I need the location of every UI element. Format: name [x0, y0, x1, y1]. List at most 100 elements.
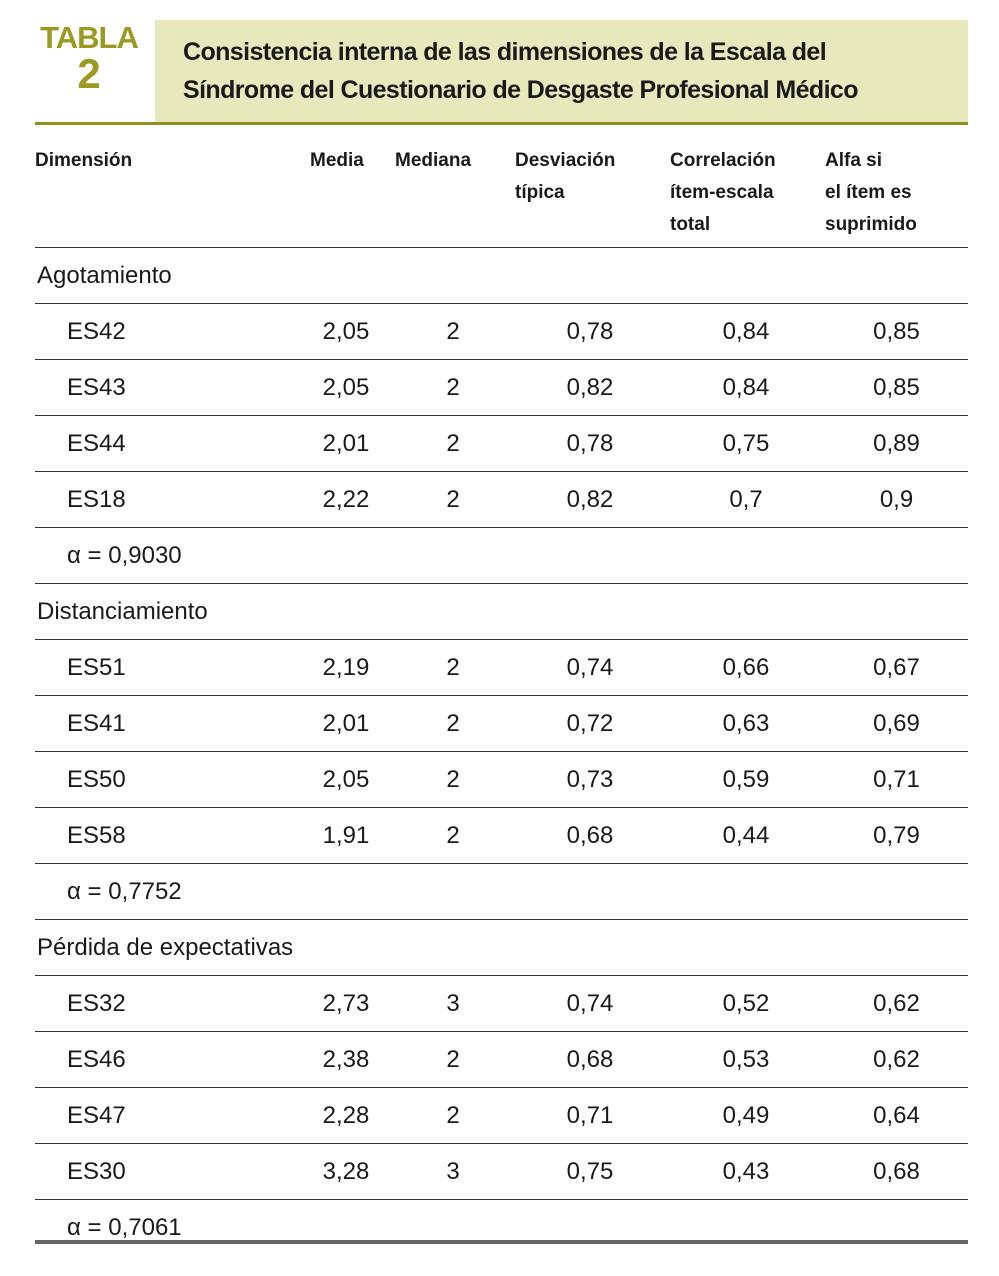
table-tag: TABLA 2 — [36, 22, 142, 95]
cell-value: 2,05 — [322, 765, 370, 793]
cell-value: 0,43 — [722, 1157, 770, 1185]
cell-value: 0,75 — [722, 429, 770, 457]
group-name: Distanciamiento — [37, 597, 208, 625]
tag-label: TABLA — [40, 20, 139, 55]
column-header: Desviación típica — [515, 125, 665, 209]
cell-value: 0,66 — [722, 653, 770, 681]
cell-value: 0,74 — [566, 989, 614, 1017]
cell-value: 2,05 — [322, 373, 370, 401]
title-line: Síndrome del Cuestionario de Desgaste Pr… — [183, 76, 859, 104]
data-row: ES41 2,01 2 0,72 0,63 0,69 — [35, 696, 968, 752]
cell-value: 2 — [446, 765, 460, 793]
cell-value: 2 — [446, 373, 460, 401]
cell-value: 0,71 — [873, 765, 920, 793]
data-row: ES58 1,91 2 0,68 0,44 0,79 — [35, 808, 968, 864]
cell-value: 3 — [446, 1157, 460, 1185]
column-header-line: Media — [310, 150, 364, 171]
data-row: ES47 2,28 2 0,71 0,49 0,64 — [35, 1088, 968, 1144]
cell-value: 2,38 — [322, 1045, 370, 1073]
column-header-line: total — [670, 214, 711, 235]
cell-value: 0,68 — [873, 1157, 920, 1185]
cell-value: 0,69 — [873, 709, 920, 737]
cell-value: 2 — [446, 653, 460, 681]
bottom-rule — [35, 1240, 968, 1244]
title-box: Consistencia interna de las dimensiones … — [155, 20, 968, 122]
cell-value: 0,78 — [566, 429, 614, 457]
cell-value: 1,91 — [322, 821, 370, 849]
column-header: Media — [310, 125, 382, 177]
item-code: ES50 — [67, 765, 126, 793]
cell-value: 2,22 — [322, 485, 370, 513]
group-row: Agotamiento — [35, 248, 968, 304]
column-header-line: Alfa si — [825, 150, 883, 171]
group-row: Pérdida de expectativas — [35, 920, 968, 976]
data-row: ES32 2,73 3 0,74 0,52 0,62 — [35, 976, 968, 1032]
cell-value: 2 — [446, 821, 460, 849]
cell-value: 0,85 — [873, 317, 920, 345]
tag-number: 2 — [77, 50, 101, 97]
data-row: ES43 2,05 2 0,82 0,84 0,85 — [35, 360, 968, 416]
column-header-line: Dimensión — [35, 150, 133, 171]
cell-value: 2 — [446, 485, 460, 513]
cell-value: 0,44 — [722, 821, 770, 849]
item-code: ES58 — [67, 821, 126, 849]
group-name: Pérdida de expectativas — [37, 933, 294, 961]
cell-value: 0,84 — [722, 373, 770, 401]
column-header: Correlación ítem-escala total — [670, 125, 822, 241]
cell-value: 0,53 — [722, 1045, 770, 1073]
item-code: ES47 — [67, 1101, 126, 1129]
cell-value: 0,59 — [722, 765, 770, 793]
column-header-line: Mediana — [395, 150, 472, 171]
data-row: ES42 2,05 2 0,78 0,84 0,85 — [35, 304, 968, 360]
column-header: Mediana — [395, 125, 511, 177]
cell-value: 0,85 — [873, 373, 920, 401]
cell-value: 0,79 — [873, 821, 920, 849]
item-code: ES51 — [67, 653, 126, 681]
data-row: ES51 2,19 2 0,74 0,66 0,67 — [35, 640, 968, 696]
alpha-row: α = 0,9030 — [35, 528, 968, 584]
column-header-line: suprimido — [825, 214, 917, 235]
cell-value: 2 — [446, 317, 460, 345]
cell-value: 0,62 — [873, 1045, 920, 1073]
alpha-row: α = 0,7752 — [35, 864, 968, 920]
cell-value: 2 — [446, 1101, 460, 1129]
cell-value: 2,28 — [322, 1101, 370, 1129]
alpha-row: α = 0,7061 — [35, 1200, 968, 1255]
cell-value: 2,19 — [322, 653, 370, 681]
cell-value: 3 — [446, 989, 460, 1017]
data-row: ES50 2,05 2 0,73 0,59 0,71 — [35, 752, 968, 808]
cell-value: 0,74 — [566, 653, 614, 681]
cell-value: 0,67 — [873, 653, 920, 681]
cell-value: 2,05 — [322, 317, 370, 345]
cell-value: 0,63 — [722, 709, 770, 737]
cell-value: 2 — [446, 709, 460, 737]
item-code: ES18 — [67, 485, 126, 513]
cell-value: 0,49 — [722, 1101, 770, 1129]
cell-value: 0,71 — [566, 1101, 614, 1129]
item-code: ES43 — [67, 373, 126, 401]
item-code: ES30 — [67, 1157, 126, 1185]
table: Dimensión Media Mediana Desviación típica Cor… — [35, 125, 968, 1255]
cell-value: 0,64 — [873, 1101, 920, 1129]
cell-value: 0,62 — [873, 989, 920, 1017]
item-code: ES32 — [67, 989, 126, 1017]
column-header: Alfa si el ítem es suprimido — [825, 125, 968, 241]
cell-value: 0,7 — [729, 485, 763, 513]
cell-value: 0,89 — [873, 429, 920, 457]
alpha-value: α = 0,7061 — [67, 1213, 182, 1241]
cell-value: 0,75 — [566, 1157, 614, 1185]
column-header-line: Desviación — [515, 150, 616, 171]
item-code: ES42 — [67, 317, 126, 345]
data-row: ES30 3,28 3 0,75 0,43 0,68 — [35, 1144, 968, 1200]
cell-value: 0,68 — [566, 1045, 614, 1073]
item-code: ES44 — [67, 429, 126, 457]
cell-value: 0,78 — [566, 317, 614, 345]
cell-value: 2 — [446, 429, 460, 457]
alpha-value: α = 0,9030 — [67, 541, 182, 569]
item-code: ES41 — [67, 709, 126, 737]
cell-value: 0,82 — [566, 373, 614, 401]
group-row: Distanciamiento — [35, 584, 968, 640]
cell-value: 0,9 — [879, 485, 914, 513]
cell-value: 2,01 — [322, 429, 370, 457]
title-line: Consistencia interna de las dimensiones … — [183, 38, 827, 66]
